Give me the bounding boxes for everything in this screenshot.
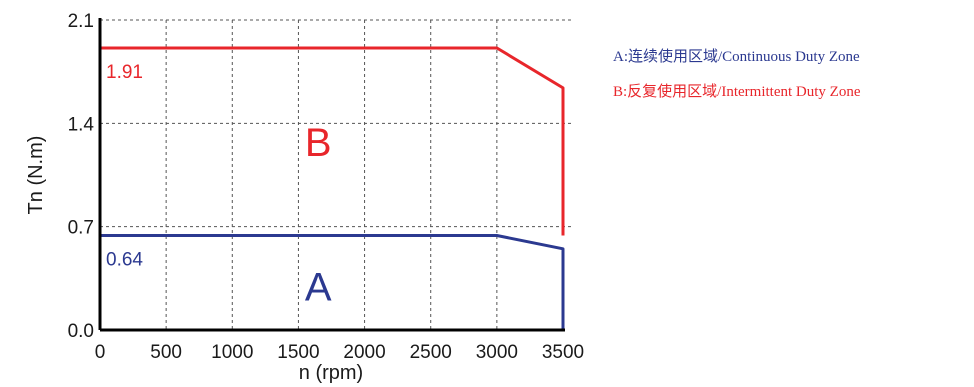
x-tick-label-3000: 3000	[476, 342, 518, 363]
legend-intermittent-duty: B:反复使用区域/Intermittent Duty Zone	[613, 84, 861, 100]
x-tick-label-0: 0	[95, 342, 106, 363]
series-line-A	[100, 234, 565, 330]
legend-continuous-duty: A:连续使用区域/Continuous Duty Zone	[613, 49, 860, 65]
x-tick-label-3500: 3500	[542, 342, 584, 363]
y-tick-label-1.4: 1.4	[68, 114, 95, 135]
tick-labels: 0 500 1000 1500 2000 2500 3000 3500 0.0 0.7 1.4 2.1	[68, 11, 585, 363]
x-tick-label-500: 500	[150, 342, 182, 363]
x-axis-label: n (rpm)	[299, 362, 363, 384]
zone-label-A: A	[305, 265, 332, 309]
axes	[98, 18, 565, 332]
value-label-B: 1.91	[106, 62, 143, 83]
x-tick-label-1500: 1500	[277, 342, 319, 363]
x-tick-label-2500: 2500	[410, 342, 452, 363]
y-tick-label-0.7: 0.7	[68, 218, 94, 239]
series-group	[100, 46, 565, 330]
data-labels: 0.64 A 1.91 B	[106, 62, 332, 309]
zone-label-B: B	[305, 121, 332, 165]
y-tick-label-0.0: 0.0	[68, 321, 94, 342]
grid-lines	[100, 19, 573, 330]
x-tick-label-2000: 2000	[343, 342, 385, 363]
y-axis-label: Tn (N.m)	[25, 136, 47, 215]
y-tick-label-2.1: 2.1	[68, 11, 94, 32]
value-label-A: 0.64	[106, 250, 143, 271]
x-tick-label-1000: 1000	[211, 342, 253, 363]
series-line-B	[100, 46, 565, 236]
